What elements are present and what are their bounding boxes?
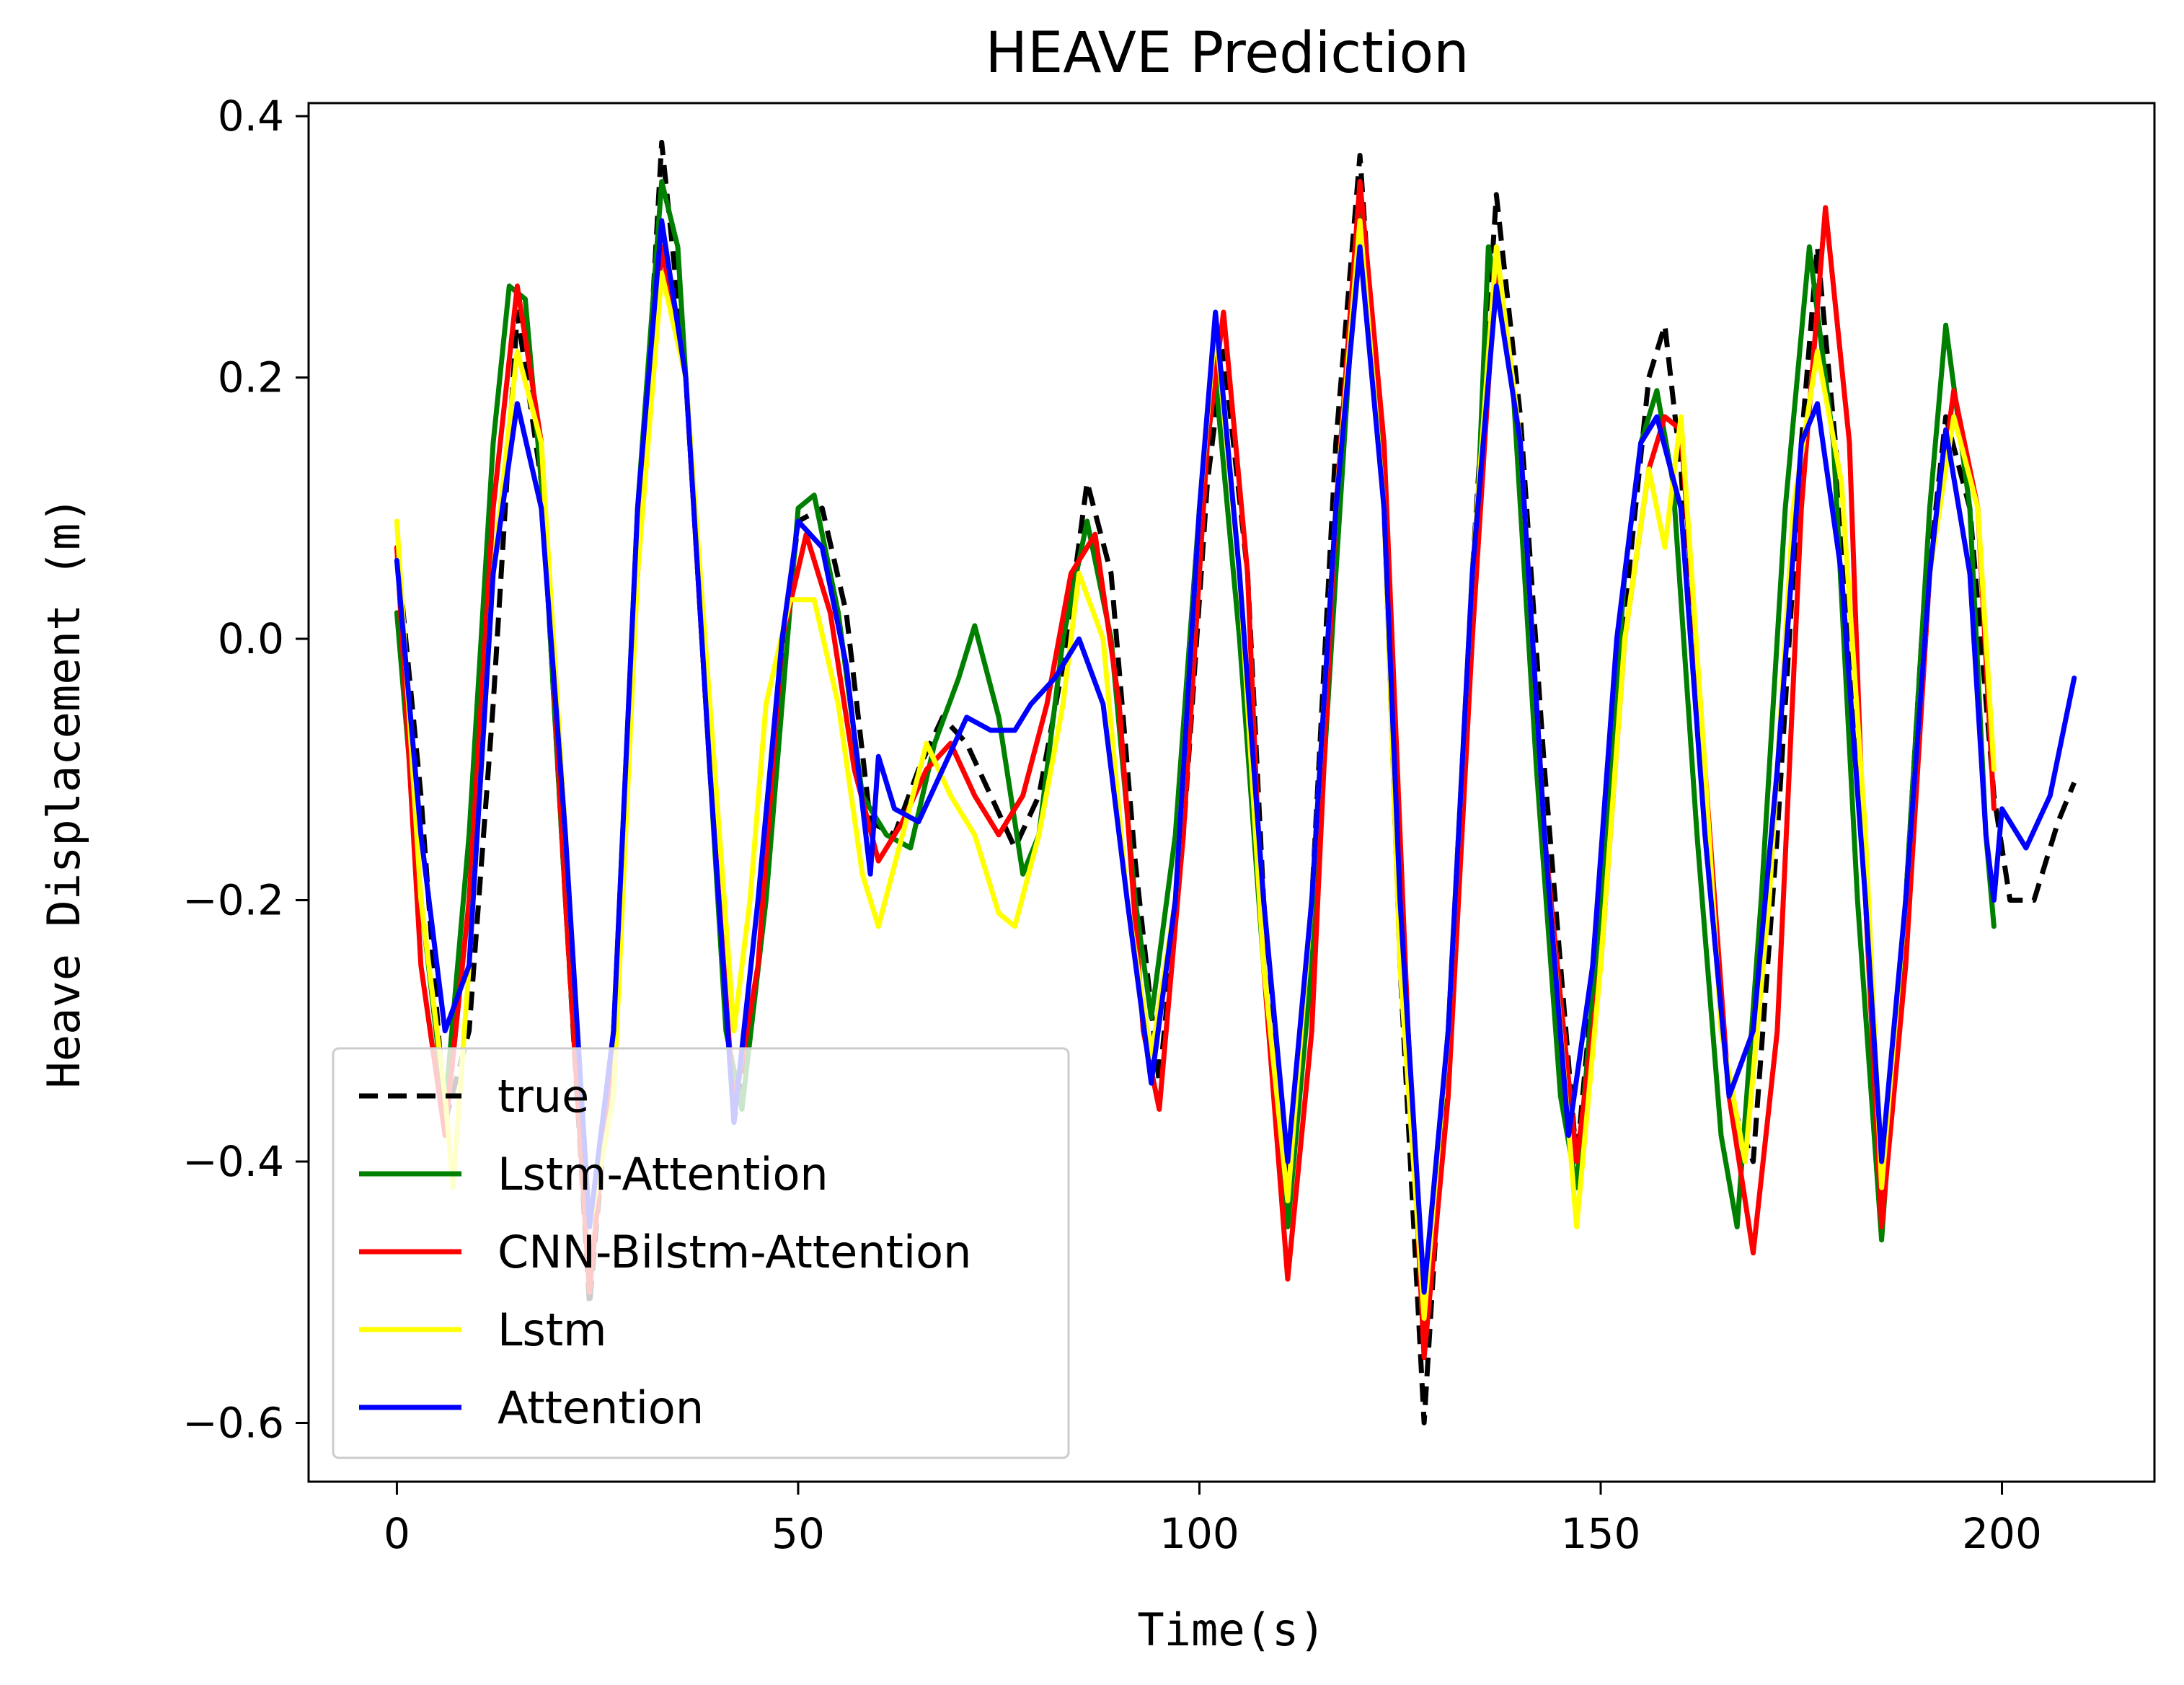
y-tick-label: 0.2: [218, 353, 284, 402]
y-tick-label: −0.6: [182, 1398, 284, 1447]
plot-area-frame: [307, 102, 2156, 1483]
legend-label-cnn-bilstm-attention: CNN-Bilstm-Attention: [498, 1226, 971, 1278]
legend-box: [332, 1047, 1070, 1459]
y-axis-label: Heave Displacement (m): [37, 496, 90, 1088]
y-axis: 0.4 0.2 0.0 −0.2 −0.4 −0.6: [182, 92, 309, 1447]
x-tick-label: 0: [384, 1509, 410, 1558]
legend: true Lstm-Attention CNN-Bilstm-Attention Ls…: [332, 1047, 1070, 1459]
legend-label-lstm: Lstm: [498, 1304, 607, 1356]
x-tick-label: 200: [1962, 1509, 2042, 1558]
series-line-attention: [394, 218, 2077, 1295]
legend-label-attention: Attention: [498, 1381, 704, 1434]
legend-label-true: true: [498, 1070, 589, 1123]
x-axis: 0 50 100 150 200: [384, 1482, 2042, 1558]
y-tick-label: −0.4: [182, 1137, 284, 1186]
x-tick-label: 50: [772, 1509, 825, 1558]
x-tick-label: 100: [1159, 1509, 1239, 1558]
y-tick-label: 0.4: [218, 92, 284, 141]
x-axis-label: Time(s): [1137, 1604, 1325, 1656]
y-tick-label: −0.2: [182, 876, 284, 925]
x-tick-label: 150: [1561, 1509, 1641, 1558]
y-tick-label: 0.0: [218, 614, 284, 663]
legend-label-lstm-attention: Lstm-Attention: [498, 1148, 828, 1200]
chart-title: HEAVE Prediction: [985, 21, 1469, 86]
